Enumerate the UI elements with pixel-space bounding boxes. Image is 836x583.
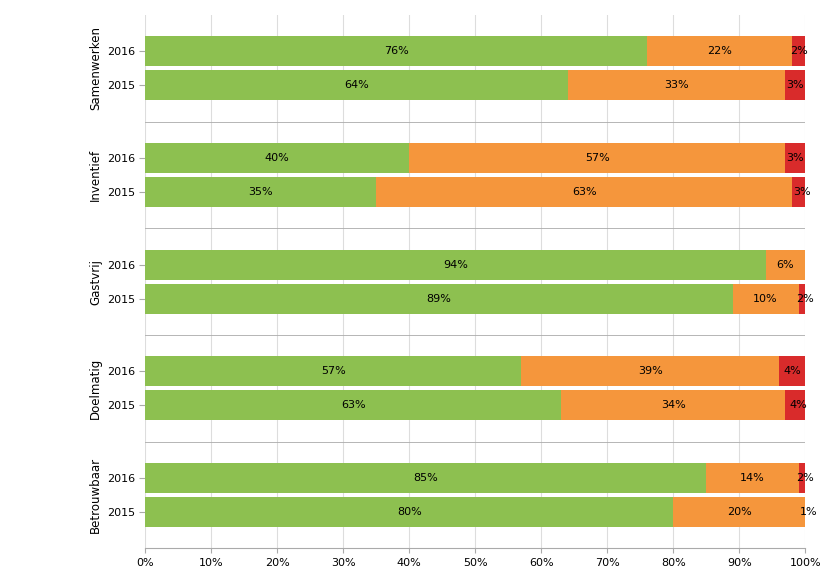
Text: 3%: 3% [793,187,811,197]
Text: 34%: 34% [660,401,686,410]
Text: 64%: 64% [344,80,369,90]
Text: 40%: 40% [265,153,290,163]
Bar [792,177,812,207]
Text: 33%: 33% [665,80,689,90]
Bar [798,463,812,493]
Bar [706,463,798,493]
Text: 35%: 35% [248,187,273,197]
Bar [145,284,732,314]
Text: 10%: 10% [753,294,778,304]
Bar [410,143,785,173]
Text: 57%: 57% [585,153,609,163]
Bar [522,356,779,386]
Text: 39%: 39% [638,366,662,376]
Text: 4%: 4% [790,401,808,410]
Bar [145,391,561,420]
Text: 80%: 80% [397,507,421,517]
Text: Betrouwbaar: Betrouwbaar [89,457,102,533]
Bar [145,250,766,279]
Text: 2%: 2% [790,46,808,57]
Text: 2%: 2% [797,294,814,304]
Text: 76%: 76% [384,46,409,57]
Bar [145,143,410,173]
Bar [647,36,792,66]
Text: 2%: 2% [797,473,814,483]
Text: Doelmatig: Doelmatig [89,357,102,419]
Bar [568,71,785,100]
Bar [785,71,805,100]
Bar [145,356,522,386]
Text: 94%: 94% [443,259,468,269]
Text: 63%: 63% [341,401,365,410]
Text: 1%: 1% [800,507,818,517]
Bar [145,463,706,493]
Text: 6%: 6% [777,259,794,269]
Bar [145,177,376,207]
Text: 85%: 85% [413,473,438,483]
Text: 20%: 20% [726,507,752,517]
Text: 63%: 63% [572,187,596,197]
Bar [732,284,798,314]
Text: 3%: 3% [787,80,804,90]
Bar [798,284,812,314]
Text: 57%: 57% [321,366,346,376]
Text: 14%: 14% [740,473,765,483]
Text: 22%: 22% [707,46,732,57]
Text: 3%: 3% [787,153,804,163]
Text: Inventief: Inventief [89,149,102,201]
Text: Gastvrij: Gastvrij [89,259,102,305]
Bar [145,36,647,66]
Bar [145,497,673,527]
Bar [779,356,805,386]
Bar [785,143,805,173]
Bar [673,497,805,527]
Text: Samenwerken: Samenwerken [89,26,102,110]
Bar [561,391,785,420]
Bar [792,36,805,66]
Bar [766,250,805,279]
Text: 89%: 89% [426,294,451,304]
Text: 4%: 4% [783,366,801,376]
Bar [376,177,792,207]
Bar [785,391,812,420]
Bar [805,497,812,527]
Bar [145,71,568,100]
